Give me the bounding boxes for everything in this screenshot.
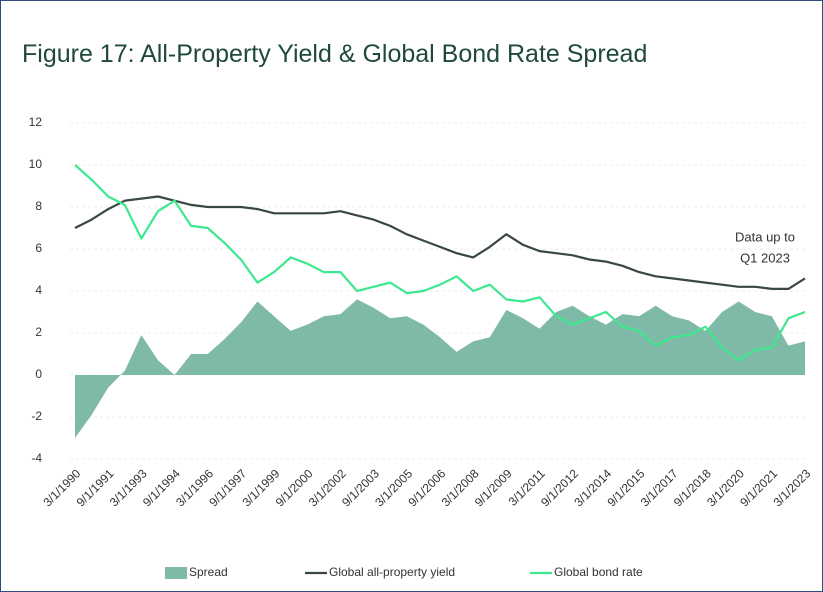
y-tick-label: 8: [35, 199, 42, 213]
annotation: Q1 2023: [740, 250, 790, 265]
y-tick-label: -2: [31, 409, 42, 423]
series-line: [74, 164, 806, 362]
plot: [74, 164, 806, 438]
grid: [70, 122, 805, 460]
y-tick-label: 12: [29, 115, 43, 129]
y-tick-label: -4: [31, 451, 42, 465]
y-tick-label: 6: [35, 241, 42, 255]
y-tick-label: 2: [35, 325, 42, 339]
legend-label: Global all-property yield: [329, 565, 455, 579]
spread-area: [75, 299, 805, 438]
annotation: Data up to: [735, 229, 795, 244]
y-tick-label: 0: [35, 367, 42, 381]
y-tick-label: 4: [35, 283, 42, 297]
legend-swatch: [165, 567, 187, 579]
chart-title: Figure 17: All-Property Yield & Global B…: [22, 40, 647, 68]
y-tick-label: 10: [29, 157, 43, 171]
series-line: [74, 195, 806, 290]
legend-label: Global bond rate: [554, 565, 643, 579]
legend-label: Spread: [189, 565, 228, 579]
